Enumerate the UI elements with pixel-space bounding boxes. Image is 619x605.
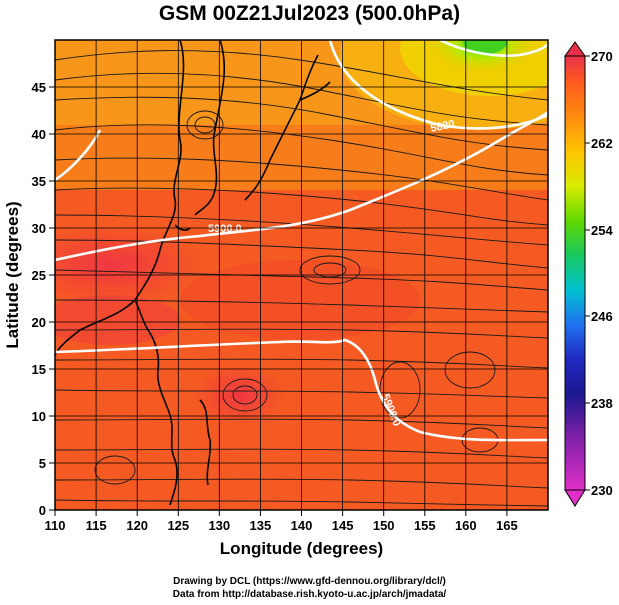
colorbar-tick-label: 270 (591, 49, 613, 64)
y-tick-labels: 0 5 10 15 20 25 30 35 40 45 (32, 80, 46, 518)
x-tick-label: 150 (373, 518, 395, 533)
x-tick-label: 140 (291, 518, 313, 533)
x-tick-label: 130 (208, 518, 230, 533)
contour-lines (55, 40, 548, 442)
colorbar-tick-label: 238 (591, 396, 613, 411)
y-tick-label: 5 (39, 456, 46, 471)
map-title: GSM 00Z21Jul2023 (500.0hPa) (158, 2, 461, 25)
colorbar-tick-label: 230 (591, 483, 613, 498)
credit-line-data: Data from http://database.rish.kyoto-u.a… (172, 589, 447, 600)
y-tick-label: 0 (39, 503, 46, 518)
y-tick-label: 40 (32, 127, 46, 142)
x-axis-label: Longitude (degrees) (220, 539, 383, 558)
contour-label-3: 5820 (429, 118, 455, 135)
temperature-field (55, 40, 548, 510)
y-tick-label: 20 (32, 315, 46, 330)
x-axis (54, 510, 508, 516)
x-tick-label: 160 (455, 518, 477, 533)
y-axis (49, 86, 55, 511)
x-tick-label: 155 (414, 518, 436, 533)
x-tick-label: 120 (126, 518, 148, 533)
y-tick-label: 30 (32, 221, 46, 236)
x-tick-label: 110 (45, 518, 66, 533)
contour-label-1: 5900.0 (208, 223, 242, 235)
y-tick-label: 45 (32, 80, 46, 95)
y-tick-label: 10 (32, 409, 46, 424)
x-tick-label: 125 (167, 518, 189, 533)
colorbar-tick-label: 254 (591, 223, 613, 238)
x-tick-label: 115 (86, 518, 107, 533)
y-axis-label: Latitude (degrees) (3, 201, 22, 348)
y-tick-label: 35 (32, 174, 46, 189)
colorbar-tick-label: 246 (591, 309, 613, 324)
x-tick-label: 145 (332, 518, 354, 533)
x-tick-label: 135 (250, 518, 272, 533)
x-tick-labels: 110 115 120 125 130 135 140 145 150 155 … (45, 518, 518, 533)
x-tick-label: 165 (496, 518, 518, 533)
y-tick-label: 15 (32, 362, 46, 377)
map-grid (55, 40, 548, 510)
wind-streamlines (55, 50, 548, 507)
coastlines (55, 40, 331, 506)
colorbar: 270 262 254 246 238 230 (564, 41, 613, 507)
credit-line-drawing: Drawing by DCL (https://www.gfd-dennou.o… (173, 576, 446, 587)
y-tick-label: 25 (32, 268, 46, 283)
colorbar-tick-label: 262 (591, 136, 613, 151)
